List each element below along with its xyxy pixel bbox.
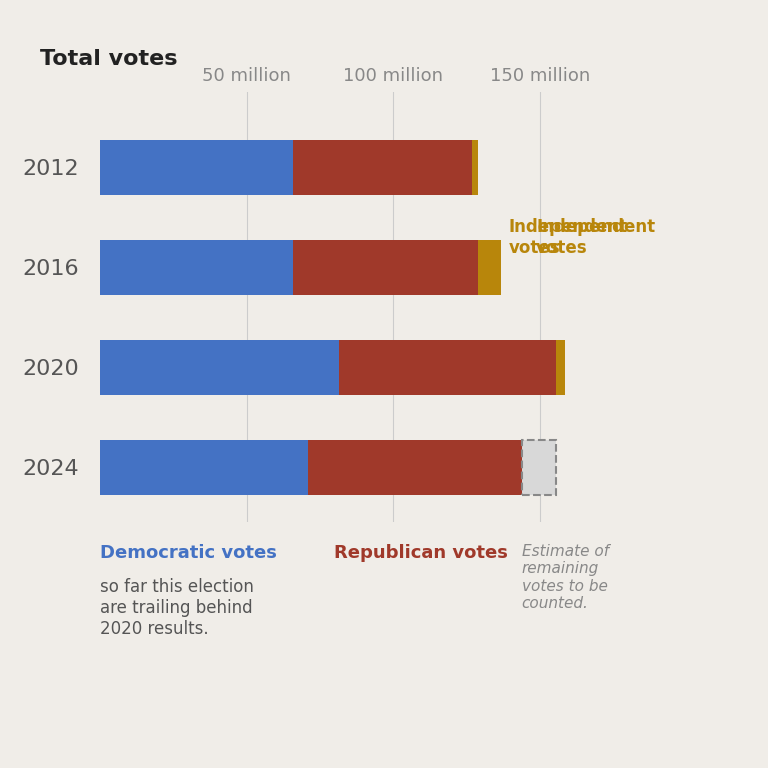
Bar <box>293 140 472 194</box>
Text: Total votes: Total votes <box>40 49 177 69</box>
Bar <box>472 140 478 194</box>
Bar <box>100 440 308 495</box>
Text: Estimate of
remaining
votes to be
counted.: Estimate of remaining votes to be counte… <box>521 544 609 611</box>
Bar <box>100 339 339 395</box>
Bar <box>308 440 522 495</box>
Bar <box>100 240 293 295</box>
Bar <box>339 339 557 395</box>
Text: Republican votes: Republican votes <box>334 544 508 561</box>
Bar <box>293 240 478 295</box>
Bar <box>478 240 501 295</box>
Bar <box>557 339 565 395</box>
Text: so far this election
are trailing behind
2020 results.: so far this election are trailing behind… <box>100 578 253 637</box>
Text: Independent
votes: Independent votes <box>508 218 627 257</box>
Text: Independent
votes: Independent votes <box>536 218 655 257</box>
Text: Democratic votes: Democratic votes <box>100 544 276 561</box>
Bar <box>100 140 293 194</box>
FancyBboxPatch shape <box>522 440 556 495</box>
